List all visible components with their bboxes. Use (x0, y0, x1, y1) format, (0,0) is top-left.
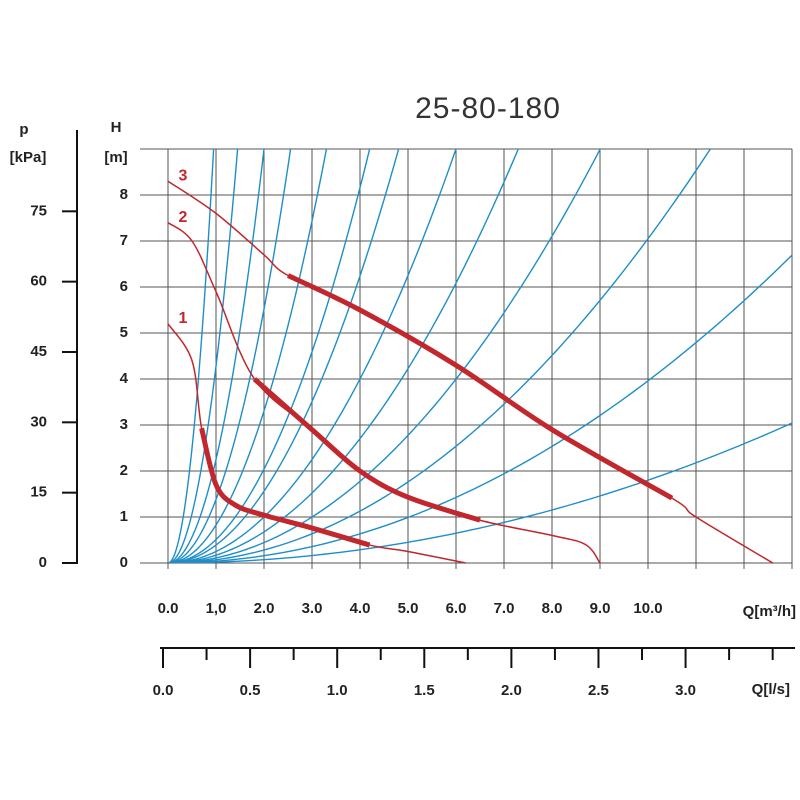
duty-segment (252, 377, 481, 523)
y2-axis-unit: [kPa] (10, 149, 47, 166)
duty-segment (286, 273, 674, 501)
x-tick-label: 4.0 (350, 600, 371, 617)
y-tick-label: 5 (120, 324, 128, 341)
y2-axis-label: p (19, 121, 28, 138)
x-tick-label: 9.0 (590, 600, 611, 617)
x-tick-label: 7.0 (494, 600, 515, 617)
system-curve (168, 149, 400, 563)
y2-tick-label: 30 (30, 413, 47, 430)
x2-tick-label: 2.5 (588, 682, 609, 699)
system-curve (168, 149, 602, 563)
y2-tick-label: 45 (30, 343, 47, 360)
grid (140, 148, 793, 569)
y-tick-label: 1 (120, 508, 128, 525)
y2-tick-label: 0 (39, 554, 47, 571)
x-tick-label: 5.0 (398, 600, 419, 617)
y2-tick-label: 75 (30, 202, 47, 219)
x2-tick-label: 2.0 (501, 682, 522, 699)
y-axis-label: H (111, 119, 122, 136)
pump-curve (167, 221, 601, 564)
x-tick-label: 2.0 (254, 600, 275, 617)
system-curve (168, 149, 328, 563)
y2-tick-label: 60 (30, 273, 47, 290)
system-curves (168, 149, 792, 563)
system-curve (168, 149, 457, 563)
y-axis-unit: [m] (104, 149, 127, 166)
x-tick-label: 1,0 (206, 600, 227, 617)
y-tick-label: 3 (120, 416, 128, 433)
system-curve (168, 254, 792, 563)
y-tick-label: 2 (120, 462, 128, 479)
system-curve (168, 149, 520, 563)
pump-curves (167, 180, 774, 564)
system-curve (168, 149, 239, 563)
y2-tick-label: 15 (30, 484, 47, 501)
x-tick-label: 6.0 (446, 600, 467, 617)
x2-tick-label: 0.5 (240, 682, 261, 699)
curve-label: 1 (179, 310, 188, 327)
system-curve (168, 422, 792, 563)
duty-segment (199, 427, 371, 548)
chart-title: 25-80-180 (415, 92, 561, 125)
x2-tick-label: 1.0 (327, 682, 348, 699)
y-tick-label: 0 (120, 554, 128, 571)
x2-tick-label: 3.0 (675, 682, 696, 699)
x-tick-label: 3.0 (302, 600, 323, 617)
system-curve (168, 149, 292, 563)
x-tick-label: 8.0 (542, 600, 563, 617)
x2-tick-label: 1.5 (414, 682, 435, 699)
system-curve (168, 149, 215, 563)
x-axis-label: Q[m³/h] (743, 603, 796, 620)
system-curve (168, 149, 712, 563)
x-tick-label: 0.0 (158, 600, 179, 617)
system-curve (168, 149, 265, 563)
system-curve (168, 149, 371, 563)
y-tick-label: 4 (120, 370, 129, 387)
x2-axis-label: Q[l/s] (752, 681, 790, 698)
y-tick-label: 7 (120, 232, 128, 249)
y-tick-label: 8 (120, 186, 128, 203)
y-tick-label: 6 (120, 278, 128, 295)
x-tick-label: 10.0 (633, 600, 662, 617)
curve-label: 3 (179, 167, 188, 184)
curve-label: 2 (179, 209, 188, 226)
x2-tick-label: 0.0 (153, 682, 174, 699)
